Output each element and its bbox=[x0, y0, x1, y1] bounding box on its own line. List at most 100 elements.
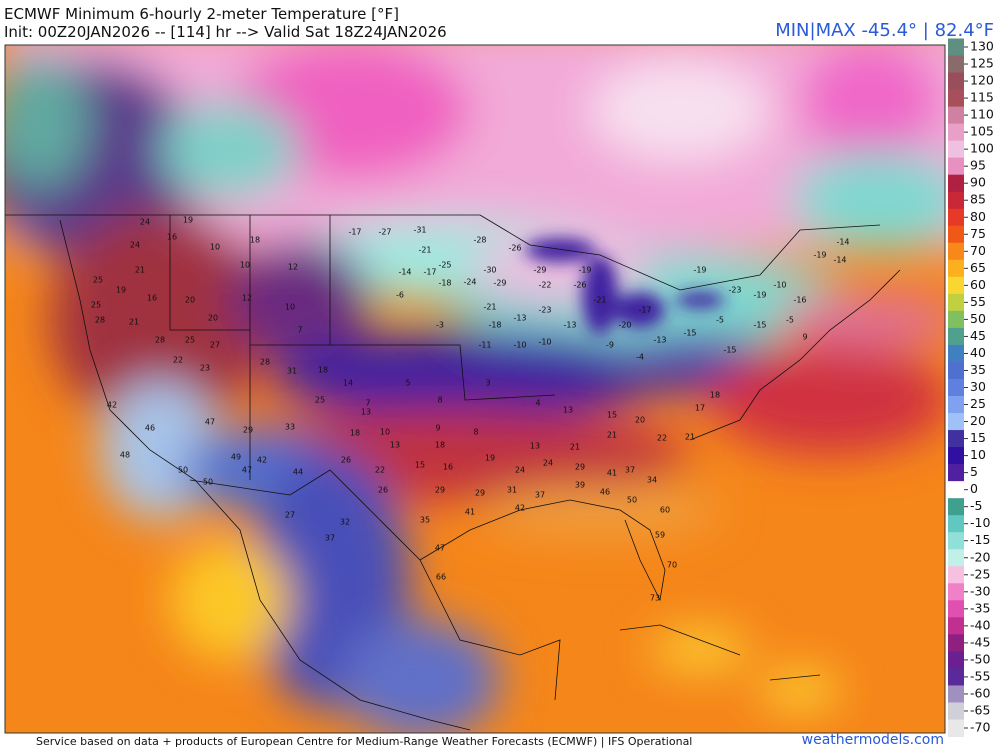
station-value: -9 bbox=[606, 341, 614, 350]
station-value: 37 bbox=[535, 491, 545, 500]
colorbar-swatch bbox=[948, 447, 964, 465]
station-value: 32 bbox=[340, 518, 350, 527]
station-value: -22 bbox=[538, 281, 551, 290]
station-value: 66 bbox=[436, 573, 446, 582]
station-value: 29 bbox=[243, 426, 253, 435]
station-value: 13 bbox=[390, 441, 400, 450]
station-value: 39 bbox=[575, 481, 585, 490]
colorbar-label: 0 bbox=[970, 481, 978, 496]
colorbar-swatch bbox=[948, 651, 964, 669]
station-value: -10 bbox=[538, 338, 551, 347]
footer-site: weathermodels.com bbox=[801, 732, 944, 748]
station-value: 46 bbox=[145, 424, 155, 433]
station-value: -31 bbox=[413, 226, 426, 235]
station-value: -4 bbox=[636, 353, 644, 362]
station-value: -16 bbox=[793, 296, 806, 305]
station-value: 18 bbox=[710, 391, 720, 400]
colorbar-label: 105 bbox=[970, 124, 994, 139]
colorbar-label: 80 bbox=[970, 209, 986, 224]
station-value: 37 bbox=[325, 534, 335, 543]
station-value: 47 bbox=[205, 418, 215, 427]
station-value: 25 bbox=[315, 396, 325, 405]
station-value: 41 bbox=[465, 508, 475, 517]
station-value: -26 bbox=[508, 244, 521, 253]
colorbar-swatch bbox=[948, 72, 964, 91]
station-value: 19 bbox=[183, 216, 193, 225]
station-value: 3 bbox=[485, 379, 490, 388]
station-value: 8 bbox=[437, 396, 442, 405]
colorbar-label: 125 bbox=[970, 56, 994, 71]
colorbar-label: 90 bbox=[970, 175, 986, 190]
station-value: 18 bbox=[435, 441, 445, 450]
station-value: 25 bbox=[185, 336, 195, 345]
station-value: -21 bbox=[593, 296, 606, 305]
station-value: 22 bbox=[173, 356, 183, 365]
station-value: 18 bbox=[350, 429, 360, 438]
colorbar-label: -25 bbox=[970, 566, 990, 581]
station-value: 21 bbox=[570, 443, 580, 452]
colorbar-label: 50 bbox=[970, 311, 986, 326]
station-value: 46 bbox=[600, 488, 610, 497]
station-value: 12 bbox=[242, 294, 252, 303]
station-value: -24 bbox=[463, 278, 476, 287]
colorbar-swatch bbox=[948, 413, 964, 431]
colorbar-label: 55 bbox=[970, 294, 986, 309]
station-value: -23 bbox=[728, 286, 741, 295]
colorbar-swatch bbox=[948, 140, 964, 159]
colorbar-swatch bbox=[948, 702, 964, 720]
title: ECMWF Minimum 6-hourly 2-meter Temperatu… bbox=[4, 5, 399, 23]
station-value: 21 bbox=[685, 433, 695, 442]
station-value: 41 bbox=[607, 469, 617, 478]
station-value: 18 bbox=[318, 366, 328, 375]
station-value: 47 bbox=[435, 544, 445, 553]
colorbar-swatch bbox=[948, 157, 964, 176]
colorbar-label: 120 bbox=[970, 73, 994, 88]
station-value: 4 bbox=[535, 399, 540, 408]
station-value: -20 bbox=[618, 321, 631, 330]
colorbar-swatch bbox=[948, 242, 964, 261]
station-value: 50 bbox=[203, 478, 213, 487]
colorbar-label: 85 bbox=[970, 192, 986, 207]
colorbar-swatch bbox=[948, 174, 964, 193]
colorbar-swatch bbox=[948, 668, 964, 686]
station-value: -21 bbox=[418, 246, 431, 255]
min-max: MIN|MAX -45.4° | 82.4°F bbox=[775, 20, 994, 41]
station-value: 28 bbox=[95, 316, 105, 325]
colorbar-swatch bbox=[948, 583, 964, 601]
station-value: 25 bbox=[93, 276, 103, 285]
station-value: -17 bbox=[348, 228, 361, 237]
station-value: 25 bbox=[91, 301, 101, 310]
colorbar-swatch bbox=[948, 55, 964, 74]
colorbar-label: 15 bbox=[970, 430, 986, 445]
station-value: 17 bbox=[695, 404, 705, 413]
colorbar-label: -60 bbox=[970, 685, 990, 700]
station-value: -23 bbox=[538, 306, 551, 315]
colorbar-label: 30 bbox=[970, 379, 986, 394]
station-value: 33 bbox=[285, 423, 295, 432]
station-value: -15 bbox=[753, 321, 766, 330]
colorbar-swatch bbox=[948, 276, 964, 295]
station-value: 48 bbox=[120, 451, 130, 460]
station-value: 31 bbox=[287, 367, 297, 376]
station-value: 73 bbox=[650, 594, 660, 603]
colorbar-swatch bbox=[948, 344, 964, 363]
colorbar-swatch bbox=[948, 566, 964, 584]
colorbar-label: 130 bbox=[970, 39, 994, 54]
station-value: -5 bbox=[786, 316, 794, 325]
colorbar-swatch bbox=[948, 327, 964, 346]
station-value: -18 bbox=[488, 321, 501, 330]
station-value: 26 bbox=[341, 456, 351, 465]
station-value: 29 bbox=[475, 489, 485, 498]
station-value: -17 bbox=[423, 268, 436, 277]
station-value: 10 bbox=[210, 243, 220, 252]
station-value: -25 bbox=[438, 261, 451, 270]
station-value: -10 bbox=[513, 341, 526, 350]
colorbar-label: 60 bbox=[970, 277, 986, 292]
colorbar-swatch bbox=[948, 293, 964, 312]
colorbar-label: -35 bbox=[970, 600, 990, 615]
station-value: 47 bbox=[242, 466, 252, 475]
station-value: 7 bbox=[365, 399, 370, 408]
station-value: 10 bbox=[380, 428, 390, 437]
colorbar-swatch bbox=[948, 38, 964, 57]
